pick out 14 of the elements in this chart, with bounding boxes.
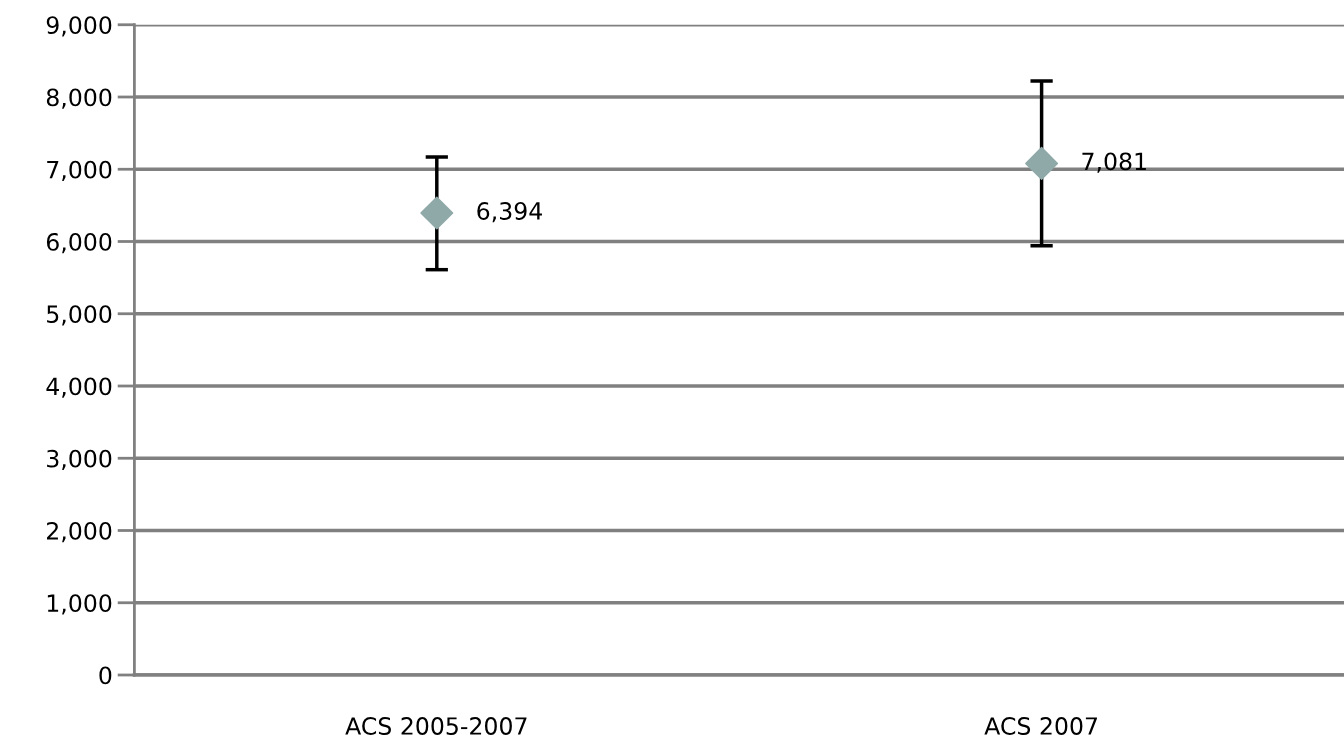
x-tick-label: ACS 2007 [984,717,1097,735]
y-tick-label: 4,000 [46,377,112,398]
y-tick-label: 2,000 [47,521,112,543]
x-tick-label: ACS 2005-2007 [345,717,527,735]
y-tick-label: 5,000 [47,305,112,326]
y-tick-label: 1,000 [47,594,112,615]
y-tick-label: 8,000 [46,88,112,109]
data-label: 6,394 [477,202,542,223]
y-tick-label: 7,000 [47,160,112,181]
y-tick-label: 6,000 [46,232,112,254]
y-tick-label: 3,000 [47,449,112,470]
y-tick-label: 0 [99,666,112,685]
y-tick-label: 9,000 [46,16,112,37]
data-label: 7,081 [1082,152,1146,173]
